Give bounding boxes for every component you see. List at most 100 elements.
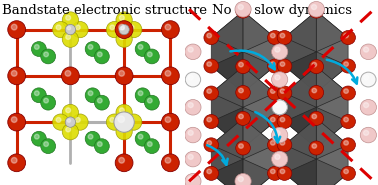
- Polygon shape: [243, 67, 275, 107]
- Circle shape: [341, 138, 355, 152]
- Circle shape: [98, 52, 102, 57]
- Circle shape: [268, 31, 282, 45]
- Circle shape: [239, 144, 243, 148]
- Circle shape: [341, 86, 355, 100]
- Circle shape: [72, 114, 88, 130]
- Circle shape: [188, 103, 193, 108]
- Circle shape: [236, 111, 250, 125]
- Circle shape: [280, 117, 285, 122]
- Circle shape: [125, 114, 142, 130]
- Polygon shape: [211, 52, 243, 92]
- Polygon shape: [285, 52, 316, 92]
- Circle shape: [66, 108, 71, 113]
- Circle shape: [277, 59, 292, 73]
- Circle shape: [144, 95, 159, 110]
- Circle shape: [239, 114, 243, 119]
- Polygon shape: [316, 118, 348, 159]
- Circle shape: [275, 47, 280, 52]
- Circle shape: [135, 88, 150, 103]
- Polygon shape: [316, 67, 348, 107]
- Circle shape: [66, 35, 71, 39]
- Circle shape: [239, 7, 243, 11]
- Polygon shape: [285, 67, 316, 148]
- Circle shape: [271, 72, 288, 87]
- Circle shape: [277, 31, 292, 45]
- Circle shape: [85, 42, 100, 56]
- Circle shape: [207, 89, 212, 93]
- Circle shape: [129, 117, 134, 122]
- Circle shape: [147, 98, 152, 103]
- Circle shape: [344, 62, 349, 66]
- Circle shape: [115, 67, 133, 85]
- Circle shape: [272, 100, 287, 115]
- Circle shape: [65, 70, 71, 76]
- Circle shape: [204, 138, 218, 152]
- Polygon shape: [285, 11, 316, 52]
- Circle shape: [62, 124, 79, 140]
- Circle shape: [138, 45, 143, 49]
- Circle shape: [135, 42, 150, 56]
- Circle shape: [94, 49, 109, 64]
- Circle shape: [115, 21, 133, 38]
- Circle shape: [275, 130, 280, 135]
- Polygon shape: [211, 159, 243, 185]
- Polygon shape: [285, 67, 316, 107]
- Circle shape: [204, 166, 218, 180]
- Text: No or slow dynamics: No or slow dynamics: [212, 4, 352, 17]
- Circle shape: [238, 177, 243, 182]
- Polygon shape: [285, 118, 316, 185]
- Circle shape: [119, 24, 124, 30]
- Circle shape: [236, 60, 250, 74]
- Circle shape: [204, 31, 218, 45]
- Circle shape: [41, 49, 56, 64]
- Circle shape: [207, 62, 212, 66]
- Circle shape: [85, 131, 100, 146]
- Circle shape: [271, 127, 288, 143]
- Circle shape: [280, 33, 285, 38]
- Circle shape: [312, 7, 317, 11]
- Circle shape: [271, 151, 288, 167]
- Circle shape: [161, 154, 179, 172]
- Polygon shape: [243, 11, 275, 52]
- Circle shape: [8, 67, 26, 85]
- Polygon shape: [243, 67, 275, 148]
- Circle shape: [121, 119, 124, 122]
- Circle shape: [119, 15, 124, 20]
- Circle shape: [66, 127, 71, 132]
- Circle shape: [165, 24, 171, 30]
- Polygon shape: [211, 107, 243, 148]
- Circle shape: [277, 166, 292, 180]
- Circle shape: [275, 75, 280, 80]
- Circle shape: [361, 72, 376, 87]
- Polygon shape: [243, 52, 275, 92]
- Circle shape: [119, 117, 129, 127]
- Circle shape: [75, 25, 80, 30]
- Circle shape: [185, 44, 201, 60]
- Circle shape: [309, 4, 324, 18]
- Circle shape: [344, 117, 349, 122]
- Text: Bandstate electronic structure: Bandstate electronic structure: [2, 4, 207, 17]
- Circle shape: [165, 70, 171, 76]
- Circle shape: [44, 142, 48, 147]
- Circle shape: [31, 88, 46, 103]
- Circle shape: [207, 117, 212, 122]
- Circle shape: [309, 111, 324, 125]
- Circle shape: [271, 141, 275, 145]
- Circle shape: [360, 44, 376, 60]
- Circle shape: [271, 44, 288, 60]
- Polygon shape: [285, 107, 316, 148]
- Circle shape: [360, 127, 376, 143]
- Circle shape: [360, 100, 376, 115]
- Circle shape: [116, 104, 132, 121]
- Polygon shape: [285, 159, 316, 185]
- Circle shape: [135, 131, 150, 146]
- Polygon shape: [211, 118, 243, 185]
- Circle shape: [275, 154, 280, 159]
- Circle shape: [67, 26, 71, 30]
- Circle shape: [165, 157, 171, 163]
- Circle shape: [312, 88, 317, 93]
- Circle shape: [72, 21, 88, 38]
- Circle shape: [44, 52, 48, 57]
- Circle shape: [161, 21, 179, 38]
- Circle shape: [165, 117, 171, 122]
